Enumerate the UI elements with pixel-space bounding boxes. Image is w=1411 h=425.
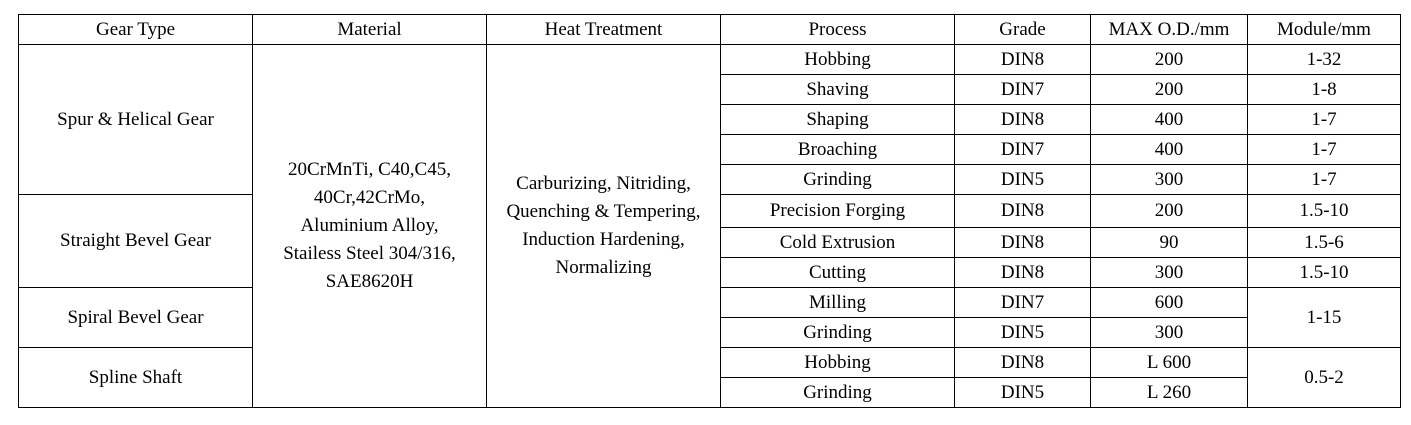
max-od-cell: 400: [1090, 134, 1248, 165]
process-cell: Shaping: [720, 104, 955, 135]
grade-cell: DIN8: [954, 227, 1091, 258]
grade-cell: DIN7: [954, 134, 1091, 165]
grade-cell: DIN8: [954, 104, 1091, 135]
max-od-cell: 300: [1090, 317, 1248, 348]
header-heat-treatment: Heat Treatment: [486, 14, 721, 45]
heat-treatment-cell: Carburizing, Nitriding, Quenching & Temp…: [486, 44, 721, 408]
module-cell: 1.5-6: [1247, 227, 1401, 258]
table-row: Cutting DIN8 300 1.5-10: [19, 257, 1401, 288]
gear-capability-table: Gear Type Material Heat Treatment Proces…: [18, 14, 1401, 408]
process-cell: Shaving: [720, 74, 955, 105]
header-module: Module/mm: [1247, 14, 1401, 45]
max-od-cell: 90: [1090, 227, 1248, 258]
module-cell: 1-15: [1247, 287, 1401, 348]
max-od-cell: 200: [1090, 74, 1248, 105]
process-cell: Hobbing: [720, 347, 955, 378]
max-od-cell: 300: [1090, 257, 1248, 288]
table-row: Shaping DIN8 400 1-7: [19, 104, 1401, 135]
material-cell: 20CrMnTi, C40,C45, 40Cr,42CrMo, Aluminiu…: [252, 44, 487, 408]
process-cell: Grinding: [720, 377, 955, 408]
header-max-od: MAX O.D./mm: [1090, 14, 1248, 45]
module-cell: 1-8: [1247, 74, 1401, 105]
max-od-cell: 300: [1090, 164, 1248, 195]
module-cell: 0.5-2: [1247, 347, 1401, 408]
max-od-cell: L 600: [1090, 347, 1248, 378]
table-row: Grinding DIN5 L 260: [19, 377, 1401, 408]
gear-type-cell: Straight Bevel Gear: [18, 194, 253, 288]
module-cell: 1-32: [1247, 44, 1401, 75]
grade-cell: DIN5: [954, 317, 1091, 348]
table-row: Cold Extrusion DIN8 90 1.5-6: [19, 227, 1401, 258]
module-cell: 1.5-10: [1247, 257, 1401, 288]
process-cell: Grinding: [720, 317, 955, 348]
module-cell: 1-7: [1247, 104, 1401, 135]
table-row: Grinding DIN5 300 1-7: [19, 164, 1401, 195]
max-od-cell: 200: [1090, 194, 1248, 228]
header-gear-type: Gear Type: [18, 14, 253, 45]
header-grade: Grade: [954, 14, 1091, 45]
grade-cell: DIN5: [954, 164, 1091, 195]
table-row: Straight Bevel Gear Precision Forging DIN8…: [18, 194, 1401, 288]
module-cell: 1.5-10: [1247, 194, 1401, 228]
grade-cell: DIN8: [954, 44, 1091, 75]
process-cell: Cold Extrusion: [720, 227, 955, 258]
max-od-cell: 600: [1090, 287, 1248, 318]
process-cell: Milling: [720, 287, 955, 318]
table-row: Broaching DIN7 400 1-7: [19, 134, 1401, 165]
max-od-cell: L 260: [1090, 377, 1248, 408]
process-cell: Broaching: [720, 134, 955, 165]
gear-type-cell: Spline Shaft: [18, 347, 253, 408]
gear-type-cell: Spiral Bevel Gear: [18, 287, 253, 348]
process-cell: Precision Forging: [720, 194, 955, 228]
grade-cell: DIN8: [954, 194, 1091, 228]
process-cell: Grinding: [720, 164, 955, 195]
table-row: Spiral Bevel Gear Milling DIN7 600 1-15: [18, 287, 1401, 348]
max-od-cell: 400: [1090, 104, 1248, 135]
header-material: Material: [252, 14, 487, 45]
process-cell: Hobbing: [720, 44, 955, 75]
grade-cell: DIN7: [954, 287, 1091, 318]
gear-type-cell: Spur & Helical Gear: [18, 44, 253, 195]
process-cell: Cutting: [720, 257, 955, 288]
module-cell: 1-7: [1247, 134, 1401, 165]
grade-cell: DIN7: [954, 74, 1091, 105]
table-row: Shaving DIN7 200 1-8: [19, 74, 1401, 105]
header-row: Gear Type Material Heat Treatment Proces…: [18, 14, 1401, 45]
module-cell: 1-7: [1247, 164, 1401, 195]
table-row: Spline Shaft Hobbing DIN8 L 600 0.5-2: [18, 347, 1401, 408]
max-od-cell: 200: [1090, 44, 1248, 75]
table-row: Spur & Helical Gear 20CrMnTi, C40,C45, 40…: [18, 44, 1401, 408]
header-process: Process: [720, 14, 955, 45]
grade-cell: DIN8: [954, 257, 1091, 288]
grade-cell: DIN8: [954, 347, 1091, 378]
grade-cell: DIN5: [954, 377, 1091, 408]
